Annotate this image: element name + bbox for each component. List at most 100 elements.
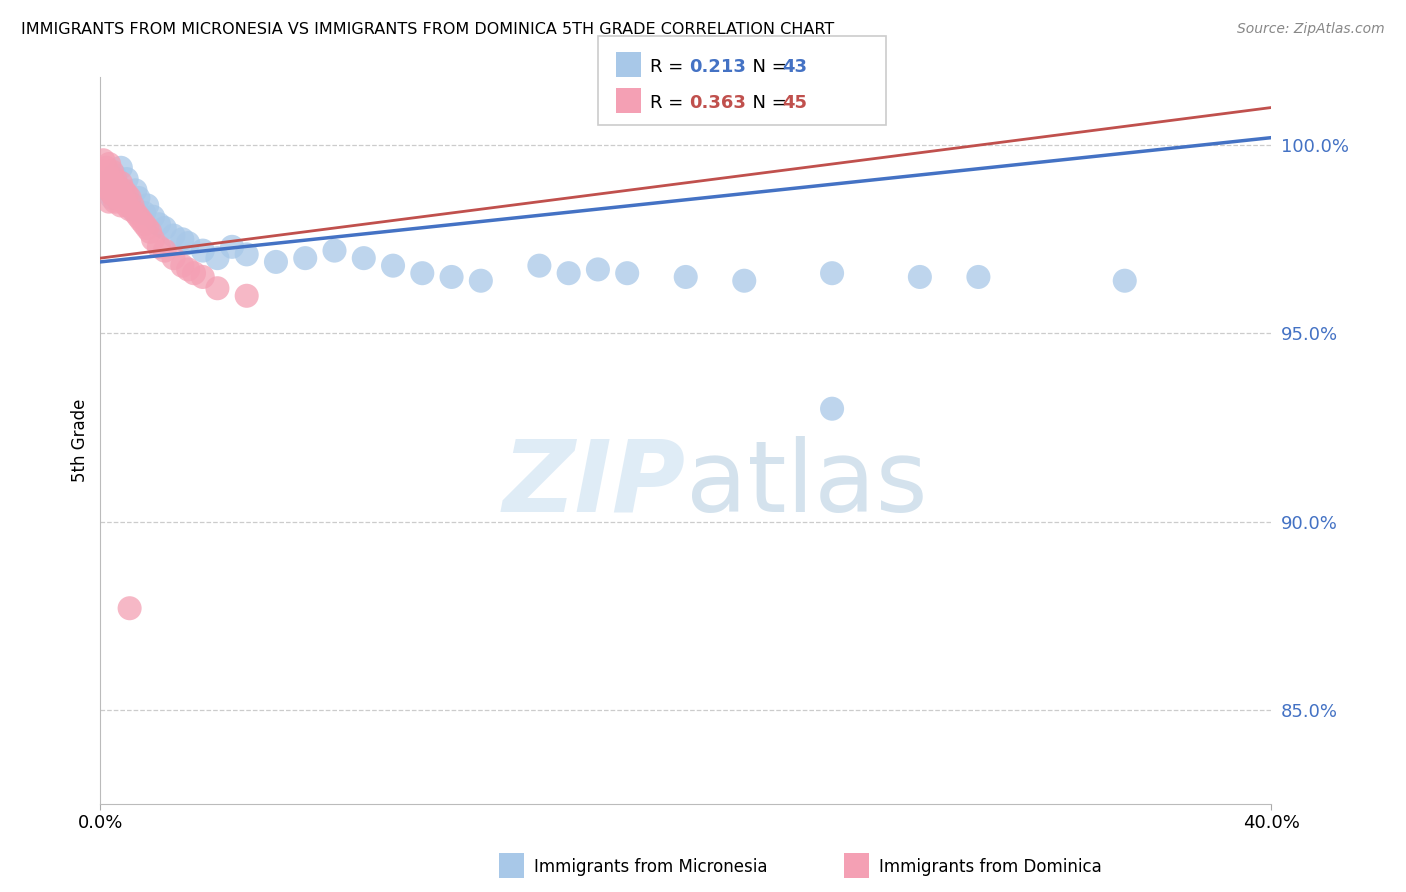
- Point: [148, 217, 170, 231]
- Point: [183, 266, 205, 280]
- Point: [124, 183, 146, 197]
- Point: [98, 172, 121, 186]
- Point: [153, 244, 176, 258]
- Point: [96, 176, 118, 190]
- Point: [112, 187, 135, 202]
- Text: 43: 43: [782, 58, 807, 76]
- Point: [411, 266, 433, 280]
- Point: [207, 281, 229, 295]
- Point: [104, 194, 127, 209]
- Point: [101, 164, 124, 178]
- Point: [107, 179, 129, 194]
- Point: [191, 244, 214, 258]
- Point: [110, 187, 132, 202]
- Point: [110, 198, 132, 212]
- Text: Immigrants from Micronesia: Immigrants from Micronesia: [534, 858, 768, 876]
- Point: [101, 176, 124, 190]
- Point: [172, 232, 194, 246]
- Point: [98, 157, 121, 171]
- Point: [440, 269, 463, 284]
- Point: [118, 191, 141, 205]
- Point: [235, 289, 257, 303]
- Text: ZIP: ZIP: [503, 436, 686, 533]
- Point: [91, 153, 114, 168]
- Point: [908, 269, 931, 284]
- Point: [177, 236, 200, 251]
- Point: [104, 183, 127, 197]
- Text: R =: R =: [650, 94, 689, 112]
- Point: [98, 194, 121, 209]
- Point: [112, 194, 135, 209]
- Point: [139, 225, 162, 239]
- Point: [162, 251, 184, 265]
- Point: [207, 251, 229, 265]
- Point: [235, 247, 257, 261]
- Point: [121, 202, 143, 217]
- Point: [121, 198, 143, 212]
- Point: [96, 179, 118, 194]
- Point: [294, 251, 316, 265]
- Point: [115, 198, 138, 212]
- Point: [136, 198, 159, 212]
- Point: [134, 206, 156, 220]
- Point: [112, 183, 135, 197]
- Point: [101, 187, 124, 202]
- Point: [104, 169, 127, 183]
- Point: [91, 164, 114, 178]
- Point: [91, 176, 114, 190]
- Point: [821, 266, 844, 280]
- Point: [96, 161, 118, 175]
- Point: [382, 259, 405, 273]
- Point: [323, 244, 346, 258]
- Text: 0.213: 0.213: [689, 58, 745, 76]
- Point: [221, 240, 243, 254]
- Point: [142, 232, 165, 246]
- Point: [127, 191, 149, 205]
- Point: [148, 240, 170, 254]
- Point: [131, 213, 153, 227]
- Point: [557, 266, 579, 280]
- Point: [110, 161, 132, 175]
- Point: [98, 183, 121, 197]
- Point: [142, 210, 165, 224]
- Point: [115, 172, 138, 186]
- Point: [124, 206, 146, 220]
- Point: [115, 187, 138, 202]
- Text: atlas: atlas: [686, 436, 928, 533]
- Text: 0.363: 0.363: [689, 94, 745, 112]
- Point: [110, 176, 132, 190]
- Point: [353, 251, 375, 265]
- Point: [118, 202, 141, 217]
- Point: [191, 269, 214, 284]
- Point: [153, 221, 176, 235]
- Point: [264, 255, 287, 269]
- Point: [172, 259, 194, 273]
- Y-axis label: 5th Grade: 5th Grade: [72, 399, 89, 483]
- Point: [107, 191, 129, 205]
- Point: [96, 169, 118, 183]
- Point: [162, 228, 184, 243]
- Text: N =: N =: [741, 94, 793, 112]
- Text: Source: ZipAtlas.com: Source: ZipAtlas.com: [1237, 22, 1385, 37]
- Point: [586, 262, 609, 277]
- Point: [470, 274, 492, 288]
- Text: R =: R =: [650, 58, 689, 76]
- Point: [134, 217, 156, 231]
- Point: [118, 601, 141, 615]
- Point: [733, 274, 755, 288]
- Point: [107, 179, 129, 194]
- Text: Immigrants from Dominica: Immigrants from Dominica: [879, 858, 1101, 876]
- Text: 45: 45: [782, 94, 807, 112]
- Point: [616, 266, 638, 280]
- Point: [104, 172, 127, 186]
- Point: [127, 210, 149, 224]
- Point: [177, 262, 200, 277]
- Point: [967, 269, 990, 284]
- Point: [675, 269, 697, 284]
- Point: [101, 191, 124, 205]
- Text: N =: N =: [741, 58, 793, 76]
- Point: [98, 183, 121, 197]
- Point: [1114, 274, 1136, 288]
- Point: [118, 194, 141, 209]
- Point: [136, 221, 159, 235]
